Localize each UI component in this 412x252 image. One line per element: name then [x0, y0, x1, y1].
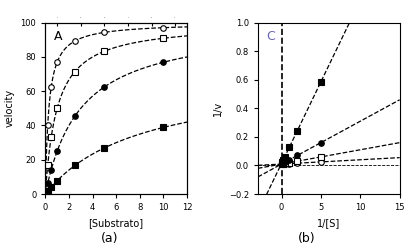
Text: C: C [267, 29, 275, 43]
X-axis label: [Substrato]: [Substrato] [89, 218, 144, 228]
Text: (a): (a) [101, 232, 118, 245]
Text: A: A [54, 29, 62, 43]
X-axis label: 1/[S]: 1/[S] [317, 218, 340, 228]
Y-axis label: velocity: velocity [5, 89, 15, 128]
Y-axis label: 1/v: 1/v [213, 101, 223, 116]
Text: (b): (b) [298, 232, 316, 245]
